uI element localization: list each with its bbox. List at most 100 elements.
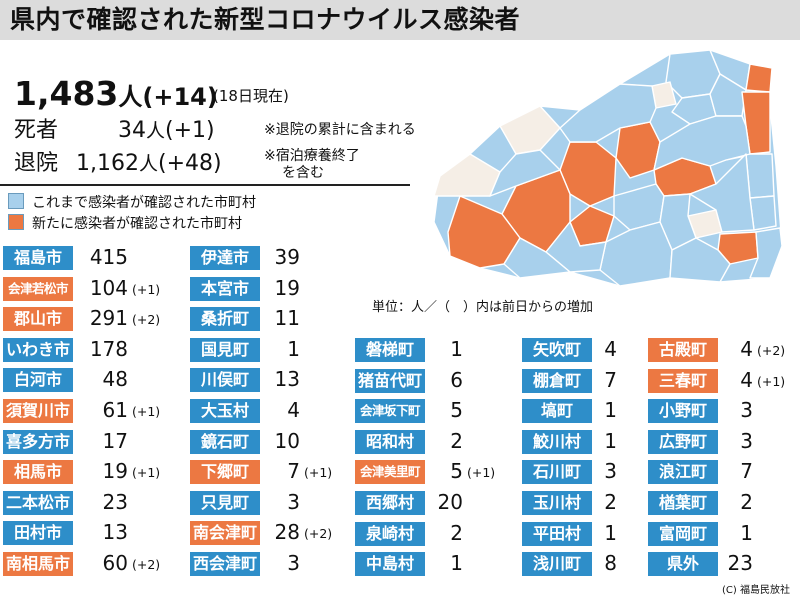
map-region [559,83,657,143]
municipality-row: 桑折町 11 [190,306,380,332]
municipality-row: 富岡町 1 [648,521,800,546]
municipality-row: 会津美里町 5 (+1) [355,459,545,485]
municipality-name: 玉川村 [522,491,592,515]
municipality-name: 磐梯町 [355,338,425,362]
case-delta: (+1) [757,373,786,389]
case-delta: (+2) [757,343,786,358]
case-count: 1 [604,520,617,545]
case-count: 4 [740,337,753,361]
municipality-row: いわき市 178 [3,336,193,362]
municipality-name: 古殿町 [648,338,718,362]
municipality-name: 桑折町 [190,307,260,332]
case-count: 48 [102,367,128,392]
municipality-row: 猪苗代町 6 [355,368,545,393]
municipality-row: 広野町 3 [648,429,800,454]
case-delta: (+2) [132,312,161,328]
municipality-name: 猪苗代町 [355,368,425,393]
page-title: 県内で確認された新型コロナウイルス感染者 [10,5,521,34]
legend-new: 新たに感染者が確認された市町村 [8,214,242,232]
case-count: 23 [102,489,128,514]
case-count: 7 [740,459,753,484]
municipality-row: 福島市 415 [3,245,193,270]
case-delta: (+1) [467,465,496,481]
municipality-row: 須賀川市 61 (+1) [3,398,193,423]
municipality-name: 棚倉町 [522,368,592,393]
municipality-row: 泉崎村 2 [355,521,545,546]
municipality-row: 南会津町 28 (+2) [190,520,380,546]
municipality-name: 下郷町 [190,460,260,485]
municipality-row: 只見町 3 [190,490,380,515]
municipality-row: 楢葉町 2 [648,490,800,515]
municipality-name: 浪江町 [648,460,718,485]
municipality-name: 川俣町 [190,368,260,393]
case-count: 20 [437,490,463,514]
map-region [653,115,751,171]
case-count: 7 [604,367,617,392]
case-count: 4 [604,337,617,361]
case-count: 104 [89,275,128,300]
deaths-value: 34 [118,118,146,143]
municipality-row: 西会津町 3 [190,551,380,576]
case-delta: (+1) [132,404,161,419]
case-count: 5 [450,459,463,484]
case-count: 39 [274,245,300,269]
map-region [689,153,755,233]
municipality-name: 南相馬市 [3,552,73,576]
case-delta: (+1) [132,465,161,481]
case-count: 2 [740,490,753,514]
case-count: 3 [287,551,300,575]
municipality-name: 西郷村 [355,491,425,515]
municipality-name: 本宮市 [190,276,260,301]
map-region-new [741,91,771,155]
municipality-name: 広野町 [648,429,718,454]
municipality-name: いわき市 [3,337,73,362]
municipality-name: 須賀川市 [3,399,73,423]
municipality-row: 二本松市 23 [3,489,193,515]
case-count: 11 [274,306,300,331]
map-region [503,237,571,279]
municipality-row: 喜多方市 17 [3,429,193,454]
municipality-row: 塙町 1 [522,398,712,424]
municipality-row: 県外 23 [648,551,800,577]
municipality-row: 昭和村 2 [355,429,545,454]
case-count: 60 [102,551,128,575]
case-count: 3 [740,398,753,423]
total-cases: 1,483人(+14) [14,74,218,117]
map-region-new [717,231,759,265]
municipality-row: 矢吹町 4 [522,337,712,362]
prefecture-map [433,49,783,287]
case-delta: (+1) [132,281,161,297]
deaths-delta: (+1) [165,118,215,143]
municipality-row: 浪江町 7 [648,459,800,485]
unit-note: 単位：人／（ ）内は前日からの増加 [372,300,594,315]
case-count: 2 [604,490,617,514]
municipality-name: 石川町 [522,460,592,485]
municipality-row: 下郷町 7 (+1) [190,459,380,485]
total-value: 1,483 [14,74,119,113]
municipality-name: 楢葉町 [648,491,718,515]
recovered-note-1: ※宿泊療養終了 [264,148,360,164]
municipality-name: 三春町 [648,368,718,393]
municipality-name: 浅川町 [522,552,592,577]
case-count: 1 [287,336,300,361]
municipality-row: 浅川町 8 [522,551,712,577]
case-count: 178 [89,336,128,361]
municipality-name: 塙町 [522,399,592,424]
municipality-row: 本宮市 19 [190,276,380,301]
case-count: 1 [604,428,617,453]
case-count: 13 [274,367,300,392]
municipality-row: 古殿町 4 (+2) [648,337,800,362]
municipality-name: 西会津町 [190,552,260,576]
municipality-name: 中島村 [355,552,425,577]
title-bar: 県内で確認された新型コロナウイルス感染者 [0,0,800,40]
municipality-name: 会津美里町 [355,460,425,485]
municipality-row: 伊達市 39 [190,245,380,270]
municipality-row: 川俣町 13 [190,367,380,393]
case-count: 4 [740,367,753,392]
case-count: 3 [604,459,617,484]
municipality-name: 南会津町 [190,521,260,546]
municipality-row: 白河市 48 [3,367,193,393]
case-delta: (+2) [132,557,161,572]
deaths-label: 死者 [14,118,59,143]
